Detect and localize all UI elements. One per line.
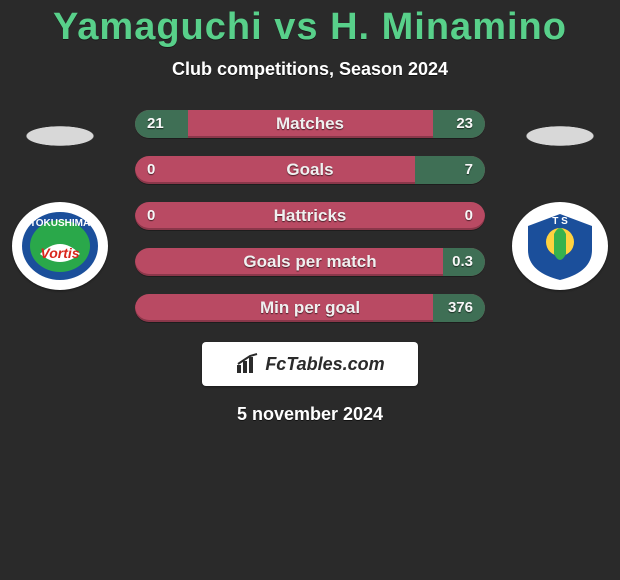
club-emblem-right: T S [520,210,600,282]
brand-text: FcTables.com [265,354,384,375]
stat-value-right: 0.3 [452,248,473,276]
stat-row: Min per goal 376 [135,294,485,322]
player-column-left: TOKUSHIMA Vortis [0,120,120,290]
club-badge-right: T S [512,202,608,290]
brand-box[interactable]: FcTables.com [202,342,418,386]
stat-row: Goals per match 0.3 [135,248,485,276]
club-badge-left: TOKUSHIMA Vortis [12,202,108,290]
comparison-widget: Yamaguchi vs H. Minamino Club competitio… [0,0,620,580]
title-vs: vs [274,6,318,48]
stat-fill-right [415,156,485,184]
bar-chart-icon [235,353,261,375]
club-emblem-left: TOKUSHIMA Vortis [20,210,100,282]
svg-text:T S: T S [552,216,568,227]
player-column-right: T S [500,120,620,290]
stat-label: Hattricks [274,202,347,230]
stat-row: 0 Hattricks 0 [135,202,485,230]
page-title: Yamaguchi vs H. Minamino [0,0,620,49]
stat-value-left: 0 [147,156,155,184]
stat-label: Goals per match [243,248,376,276]
stat-value-right: 7 [465,156,473,184]
stat-label: Min per goal [260,294,360,322]
stat-row: 21 Matches 23 [135,110,485,138]
stat-label: Goals [286,156,333,184]
stat-value-right: 376 [448,294,473,322]
stat-value-right: 0 [465,202,473,230]
player-silhouette-left [5,120,115,152]
svg-text:TOKUSHIMA: TOKUSHIMA [30,218,90,229]
date-text: 5 november 2024 [0,404,620,425]
player-silhouette-right [505,120,615,152]
svg-text:Vortis: Vortis [40,245,79,261]
stat-value-left: 0 [147,202,155,230]
stats-list: 21 Matches 23 0 Goals 7 0 Hattricks 0 Goals per m… [135,110,485,322]
title-player-left: Yamaguchi [53,6,263,48]
subtitle: Club competitions, Season 2024 [0,59,620,80]
stat-value-left: 21 [147,110,164,138]
stat-value-right: 23 [456,110,473,138]
title-player-right: H. Minamino [330,6,567,48]
stat-label: Matches [276,110,344,138]
stat-row: 0 Goals 7 [135,156,485,184]
